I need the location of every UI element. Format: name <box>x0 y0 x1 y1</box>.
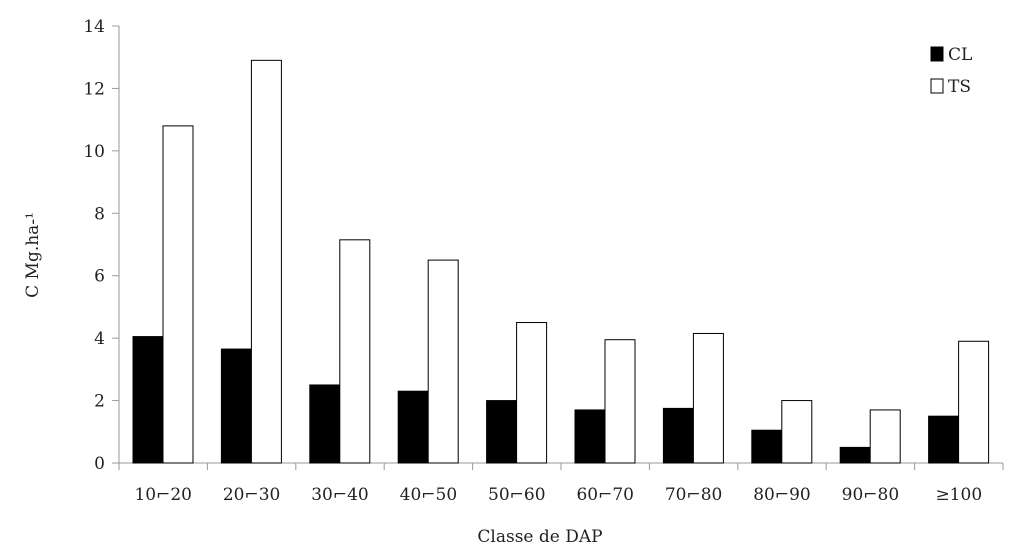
bar-cl <box>839 446 871 464</box>
y-tick-label: 2 <box>94 392 105 412</box>
x-tick-label: 50⌐60 <box>488 485 546 505</box>
x-tick-label: 20⌐30 <box>223 485 281 505</box>
bar-cl <box>662 407 694 464</box>
y-tick-label: 0 <box>94 454 105 474</box>
bar-cl <box>486 400 518 464</box>
bar-cl <box>397 390 429 464</box>
bar-ts <box>339 239 371 464</box>
legend-swatch-ts <box>930 78 944 94</box>
legend: CL TS <box>930 45 972 97</box>
bar-ts <box>427 259 459 464</box>
x-tick-label: 70⌐80 <box>665 485 723 505</box>
bars <box>132 59 990 464</box>
y-tick-label: 12 <box>83 79 105 99</box>
bar-cl <box>309 384 341 464</box>
x-tick-label: 40⌐50 <box>400 485 458 505</box>
bar-ts <box>869 409 901 464</box>
x-tick-label: 60⌐70 <box>576 485 634 505</box>
legend-swatch-cl <box>930 46 944 62</box>
bar-cl <box>928 415 960 464</box>
x-axis: 10⌐20 20⌐30 30⌐40 40⌐50 50⌐60 60⌐70 70⌐80 80⌐90… <box>118 462 1004 505</box>
y-axis-title: C Mg.ha-¹ <box>23 212 43 298</box>
y-tick-label: 8 <box>94 204 105 224</box>
bar-ts <box>604 339 636 464</box>
x-tick-label: 80⌐90 <box>753 485 811 505</box>
y-axis: 0 2 4 6 8 10 12 14 <box>83 17 120 474</box>
bar-ts <box>162 125 194 464</box>
y-tick-label: 4 <box>94 329 105 349</box>
y-tick-label: 14 <box>83 17 105 37</box>
bar-cl <box>220 348 252 464</box>
bar-ts <box>958 340 990 464</box>
legend-label-ts: TS <box>948 77 971 97</box>
bar-ts <box>250 59 282 464</box>
x-tick-label: 30⌐40 <box>311 485 369 505</box>
y-tick-label: 6 <box>94 267 105 287</box>
bar-cl <box>574 409 606 464</box>
y-tick-label: 10 <box>83 142 105 162</box>
x-tick-label: 90⌐80 <box>842 485 900 505</box>
bar-cl <box>132 336 164 464</box>
bar-cl <box>751 429 783 464</box>
bar-ts <box>781 400 813 464</box>
legend-label-cl: CL <box>948 45 972 65</box>
bar-ts <box>692 332 724 464</box>
x-tick-label: 10⌐20 <box>134 485 192 505</box>
x-tick-label: ≥100 <box>935 485 982 505</box>
x-axis-title: Classe de DAP <box>477 527 602 547</box>
bar-ts <box>516 322 548 464</box>
